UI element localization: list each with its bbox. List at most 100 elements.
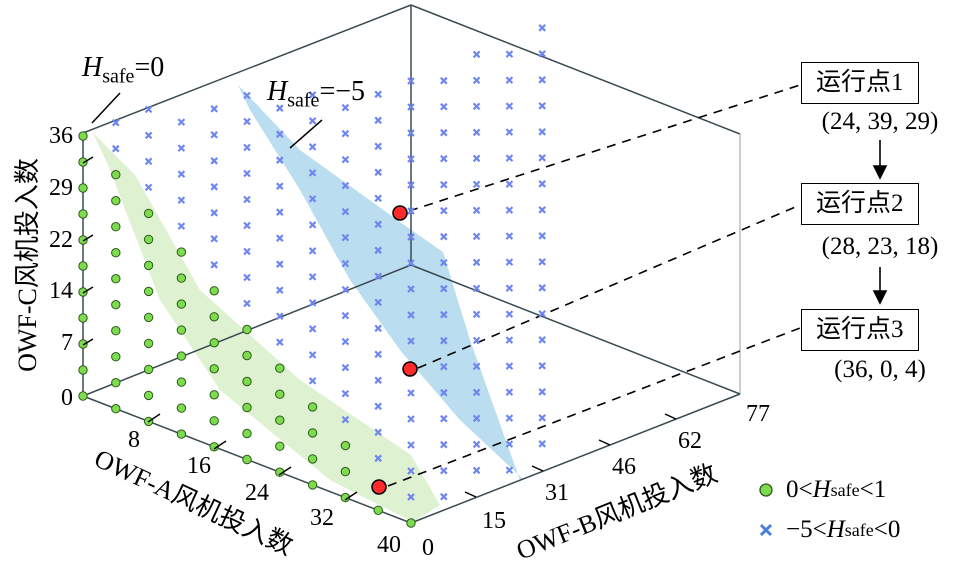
blue-x-point (538, 336, 546, 344)
green-point (111, 222, 121, 232)
blue-x-point (308, 351, 317, 359)
green-point (242, 428, 252, 439)
green-point (209, 286, 219, 296)
blue-x-point (374, 194, 382, 203)
blue-x-point (243, 221, 251, 230)
green-point (307, 454, 318, 464)
blue-x-point (538, 362, 546, 370)
blue-x-point (407, 259, 415, 267)
blue-x-point (440, 102, 448, 111)
y-tick: 15 (482, 508, 506, 534)
hsafe-minus5-surface (238, 85, 522, 480)
blue-x-point (276, 130, 284, 138)
green-point (307, 428, 318, 438)
blue-x-point (276, 286, 284, 294)
blue-x-point (407, 155, 415, 163)
surfaces (93, 85, 522, 522)
z-tick: 36 (49, 123, 73, 149)
x-tick: 8 (128, 427, 140, 453)
blue-x-point (407, 493, 415, 501)
z-tick: 14 (49, 278, 73, 304)
green-point (78, 391, 88, 401)
blue-x-point (505, 50, 514, 58)
blue-x-point (440, 336, 448, 345)
blue-x-point (276, 338, 284, 346)
green-point (111, 170, 121, 180)
blue-x-point (472, 310, 481, 319)
annotation-hsafe-minus5: Hsafe=−5 (267, 76, 366, 112)
annotation-lines (91, 92, 323, 149)
blue-x-point (276, 208, 284, 216)
blue-x-point (472, 388, 481, 397)
blue-x-point (472, 206, 481, 215)
z-tick: 7 (61, 330, 73, 356)
blue-x-point (308, 247, 317, 255)
blue-x-point (538, 76, 546, 84)
blue-x-point (440, 258, 448, 267)
blue-x-point (505, 414, 514, 422)
green-point (209, 364, 219, 374)
green-point (143, 364, 154, 375)
blue-x-point (374, 168, 382, 177)
green-point (78, 235, 88, 245)
blue-x-point (243, 143, 251, 152)
green-point (176, 299, 187, 309)
y-tick: 46 (612, 454, 636, 480)
green-point (176, 429, 187, 439)
blue-x-point (308, 325, 317, 333)
blue-x-point (505, 362, 514, 370)
blue-x-point (243, 91, 251, 100)
blue-x-point (243, 273, 251, 282)
green-point (78, 339, 88, 349)
blue-x-point (472, 336, 481, 345)
x-tick: 16 (187, 453, 211, 479)
green-point (242, 376, 252, 387)
blue-x-point (177, 170, 186, 178)
blue-x-point (440, 232, 448, 241)
blue-x-point (407, 415, 415, 423)
z-axis-label: OWF-C风机投入数 (13, 158, 42, 372)
green-point (78, 131, 88, 141)
blue-x-point (210, 131, 218, 139)
blue-x-point (538, 388, 546, 396)
blue-x-point (472, 128, 481, 137)
blue-x-point (374, 142, 382, 151)
blue-x-point (210, 235, 218, 243)
green-point (242, 350, 252, 361)
blue-x-point (112, 144, 120, 153)
green-point (111, 378, 121, 388)
blue-x-point (308, 273, 317, 281)
green-point (242, 324, 252, 335)
green-point (111, 352, 121, 362)
blue-x-point (538, 154, 546, 162)
green-point (176, 351, 187, 361)
blue-x-point (374, 402, 382, 411)
blue-x-point (308, 221, 317, 229)
blue-x-point (210, 157, 218, 165)
blue-x-point (308, 143, 317, 151)
blue-x-point (472, 102, 481, 111)
blue-x-point (505, 180, 514, 188)
green-point (111, 196, 121, 206)
blue-x-point (374, 428, 382, 437)
blue-x-point (144, 183, 153, 192)
green-point (143, 260, 154, 271)
green-point (143, 234, 154, 245)
y-tick: 0 (422, 535, 434, 561)
blue-x-point (538, 102, 546, 110)
blue-x-point (374, 220, 382, 229)
blue-x-point (505, 154, 514, 162)
blue-x-point (177, 222, 186, 230)
x-tick: 32 (310, 505, 334, 531)
blue-x-point (440, 362, 448, 371)
blue-x-point (440, 206, 448, 215)
blue-x-point (341, 181, 350, 190)
blue-x-point (243, 247, 251, 256)
blue-x-point (472, 440, 481, 449)
blue-x-point (341, 311, 350, 320)
green-point (340, 440, 351, 451)
blue-x-point (440, 310, 448, 319)
op-point-2-box: 运行点2 (801, 183, 919, 225)
